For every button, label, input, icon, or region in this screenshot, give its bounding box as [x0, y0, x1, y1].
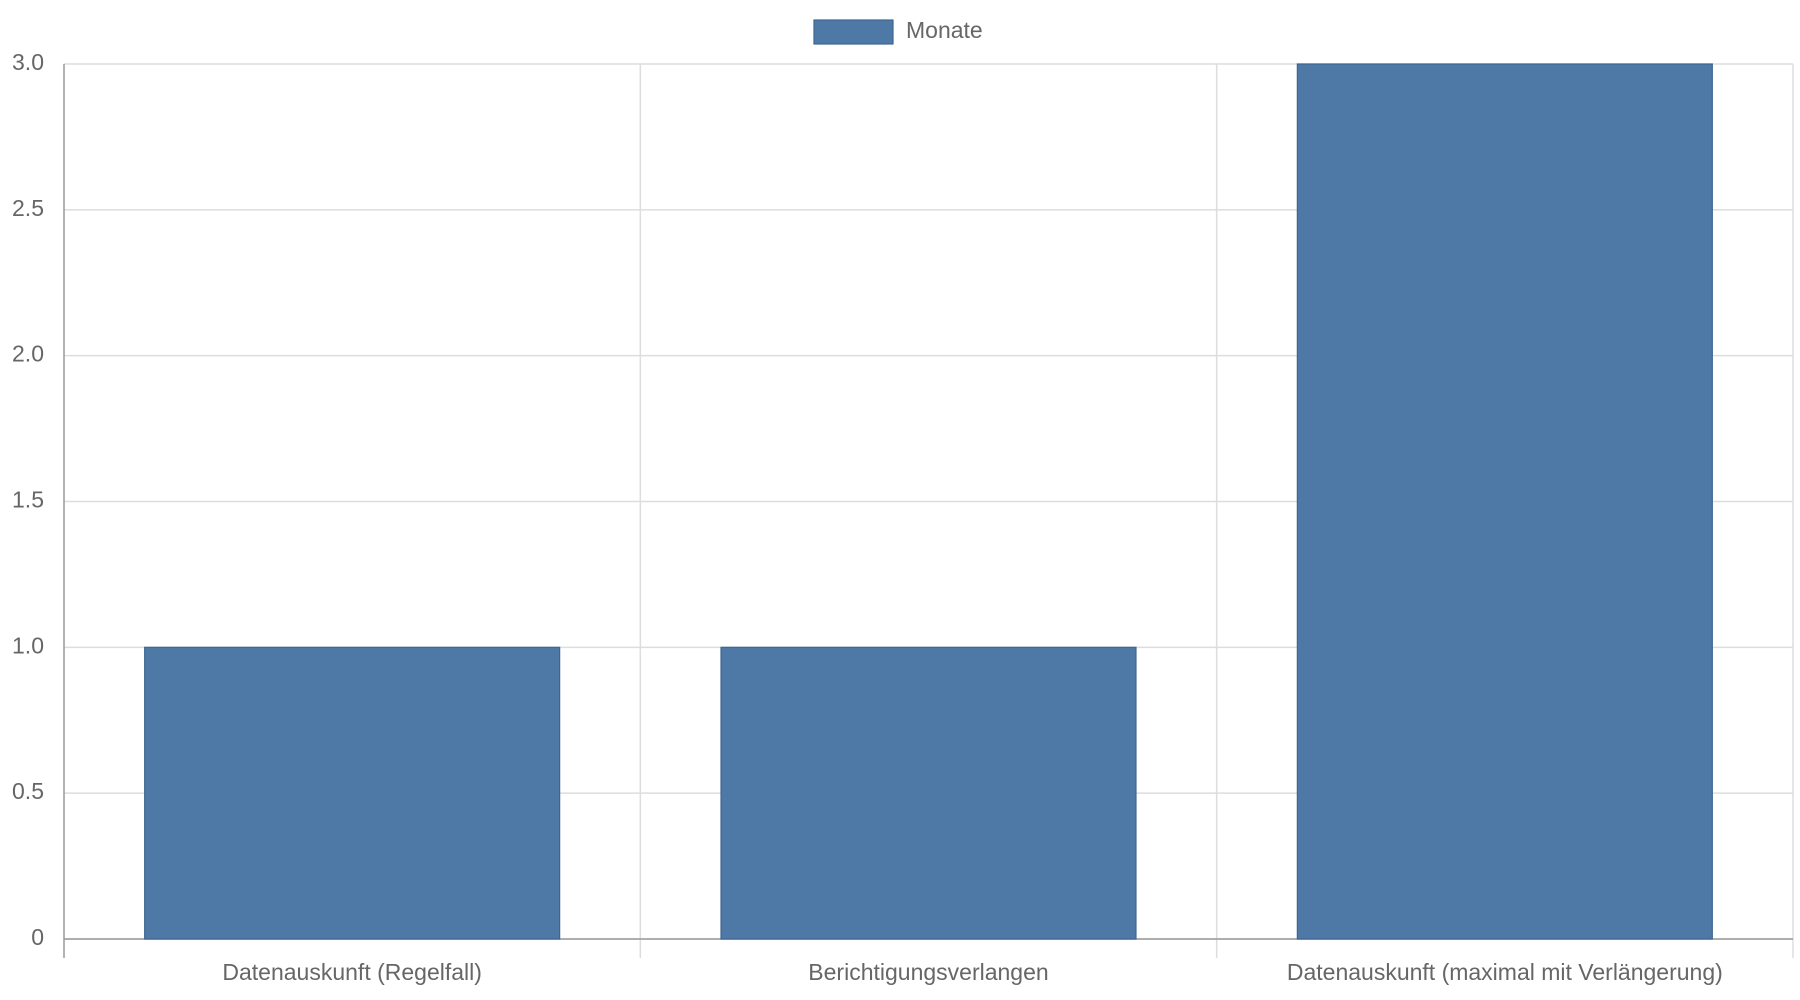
- y-tick-label: 0: [31, 924, 44, 950]
- y-tick-label: 2.5: [12, 195, 44, 221]
- bar: [720, 646, 1137, 940]
- x-tick-label: Datenauskunft (maximal mit Verlängerung): [1287, 959, 1723, 985]
- y-tick-label: 3.0: [12, 49, 44, 75]
- y-tick-label: 2.0: [12, 341, 44, 367]
- bar: [144, 646, 561, 940]
- x-tick-label: Datenauskunft (Regelfall): [222, 959, 482, 985]
- legend-label: Monate: [906, 17, 983, 43]
- bar: [1296, 63, 1713, 940]
- y-tick-label: 1.5: [12, 487, 44, 513]
- legend-swatch: [813, 19, 894, 45]
- y-tick-label: 1.0: [12, 632, 44, 658]
- x-tick-label: Berichtigungsverlangen: [808, 959, 1048, 985]
- y-tick-label: 0.5: [12, 778, 44, 804]
